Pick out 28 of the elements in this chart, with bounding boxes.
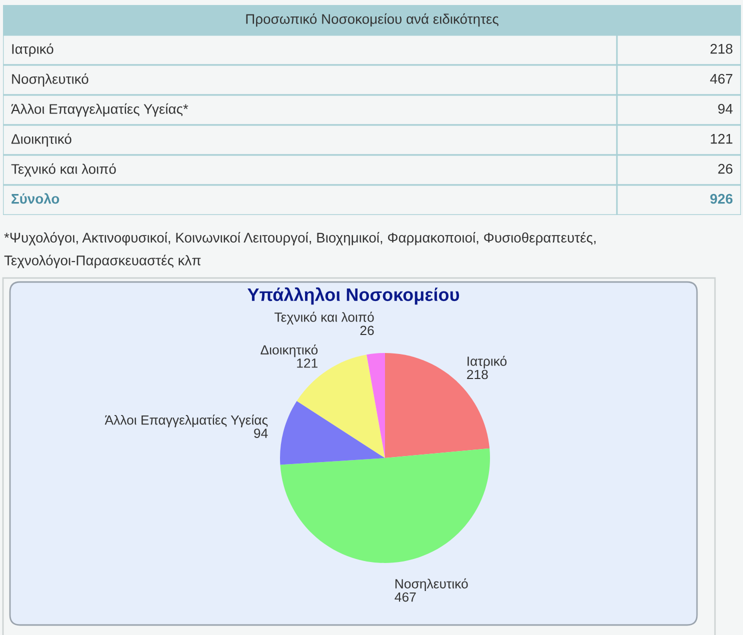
data-label: 467 [394,592,416,602]
data-label: 218 [710,44,732,54]
chart-title: Υπάλληλοι Νοσοκομείου [248,287,460,305]
data-label: 121 [297,358,318,368]
category-label: Διοικητικό [11,133,72,147]
slice-label: Ιατρικό [468,356,507,369]
data-label: 121 [710,134,732,144]
data-label: 94 [718,104,733,114]
text: Προσωπικό Νοσοκομείου ανά ειδικότητες [246,13,498,27]
data-label: 467 [710,74,732,84]
category-label: Τεχνικό και λοιπό [11,163,116,177]
pie-slice [280,448,490,563]
category-label: Σύνολο [12,193,60,204]
slice-label: Νοσηλευτικό [395,578,468,592]
slice-label: Τεχνικό και λοιπό [274,312,374,324]
slice-label: Διοικητικό [260,344,318,358]
pie-slice [366,353,385,458]
category-label: Άλλοι Επαγγελματίες Υγείας* [11,103,188,117]
data-label: 94 [254,428,268,438]
category-label: Νοσηλευτικό [12,73,88,87]
data-label: 926 [710,194,732,204]
data-label: 26 [718,164,732,174]
data-label: 26 [360,326,374,336]
pie-slice [280,401,385,465]
slice-label: Άλλοι Επαγγελματίες Υγείας [104,414,268,428]
data-label: 218 [467,370,488,380]
category-label: Ιατρικό [12,43,54,57]
text: *Ψυχολόγοι, Ακτινοφυσικοί, Κοινωνικοί Λειτουργοί, Βιοχημικοί, Φαρμακοποιοί, Φυσιοθεραπευτές, Τεχνολόγοι-Παρασκευαστές κλπ [4,232,596,268]
